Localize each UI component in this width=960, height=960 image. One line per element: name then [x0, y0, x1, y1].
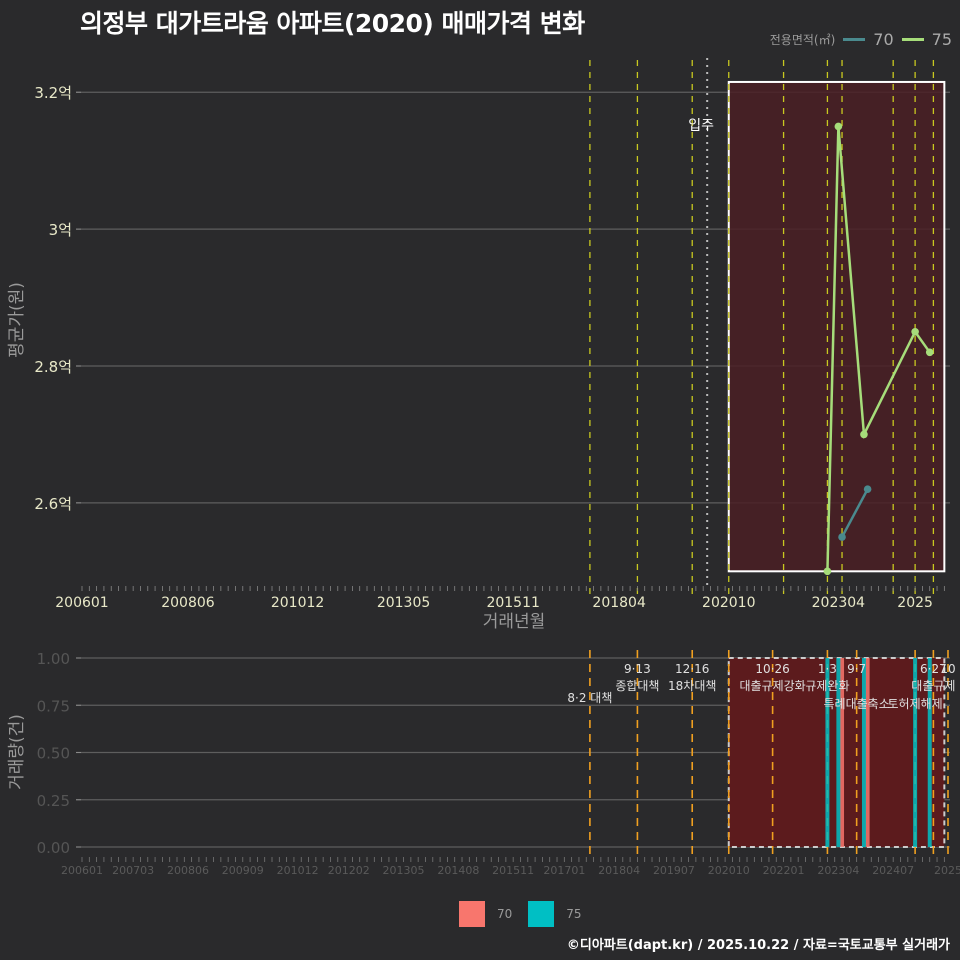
volume-bar-75 [862, 658, 866, 847]
y-tick-label: 2.6억 [34, 495, 72, 513]
x-tick-label: 202010 [702, 595, 755, 611]
policy-date-label: 12·16 [675, 662, 709, 676]
y-tick-label: 3.2억 [34, 84, 72, 102]
x-tick-label: 202407 [872, 864, 914, 877]
x-tick-label: 201804 [592, 595, 646, 611]
x-tick-label: 202304 [812, 595, 866, 611]
y-tick-label: 0.75 [37, 697, 70, 715]
y-tick-label: 1.00 [37, 650, 70, 668]
x-tick-label: 201701 [543, 864, 585, 877]
x-tick-label: 201804 [598, 864, 640, 877]
x-tick-label: 201511 [486, 595, 539, 611]
data-point [864, 485, 872, 493]
data-point [835, 123, 843, 131]
legend-box-70 [459, 901, 485, 927]
policy-date-label: 9·13 [624, 662, 651, 676]
y-tick-label: 0.00 [37, 839, 70, 857]
policy-name-label: 특례대출축소 [824, 697, 890, 711]
legend-box-75 [528, 901, 554, 927]
y-axis-label: 평균가(원) [7, 282, 27, 358]
y-tick-label: 3억 [49, 221, 72, 239]
move-in-annotation: 입주 [688, 118, 714, 134]
x-tick-label: 200806 [167, 864, 209, 877]
x-tick-label: 201408 [437, 864, 479, 877]
x-tick-label: 200703 [112, 864, 154, 877]
policy-date-label: 10 [940, 662, 955, 676]
y-tick-label: 0.50 [37, 745, 70, 763]
data-point [926, 348, 934, 356]
policy-date-label: 9·7 [847, 662, 866, 676]
x-tick-label: 201511 [492, 864, 534, 877]
data-point [838, 533, 846, 541]
policy-name-label: 규제완화 [805, 679, 849, 693]
x-tick-label: 2025 [897, 595, 933, 611]
data-point [824, 568, 832, 576]
x-tick-label: 202201 [763, 864, 805, 877]
data-point [860, 431, 868, 439]
policy-name-label: 8·2 대책 [567, 690, 612, 705]
policy-name-label: 대출규제강화 [739, 679, 805, 693]
chart-canvas: 2.6억 2.8억 3억 3.2억입주 200601 200806 201012 201305… [0, 0, 960, 960]
x-tick-label: 201012 [277, 864, 319, 877]
legend-bottom-label-70: 70 [497, 907, 512, 921]
policy-name-label: 종합대책 [615, 678, 659, 693]
legend-bottom: 70 75 [459, 901, 582, 927]
y-axis-label-volume: 거래량(건) [7, 714, 27, 790]
x-tick-label: 201305 [383, 864, 425, 877]
policy-date-label: 1·3 [818, 662, 837, 676]
x-tick-label: 200601 [55, 595, 108, 611]
data-point [911, 328, 919, 336]
policy-name-label: 대출규제 [911, 679, 955, 693]
x-tick-label: 2025 [934, 864, 960, 877]
policy-date-label: 10·26 [755, 662, 789, 676]
x-axis-label: 거래년월 [483, 612, 546, 632]
x-tick-label: 200806 [161, 595, 215, 611]
footer-credit: ©디아파트(dapt.kr) / 2025.10.22 / 자료=국토교통부 실… [567, 934, 950, 953]
x-tick-label: 200909 [222, 864, 264, 877]
y-tick-label: 2.8억 [34, 358, 72, 376]
x-tick-label: 201202 [328, 864, 370, 877]
x-tick-label: 201305 [377, 595, 430, 611]
x-tick-label: 202304 [817, 864, 859, 877]
policy-name-label: 18차대책 [668, 678, 716, 693]
x-tick-label: 200601 [61, 864, 103, 877]
y-tick-label: 0.25 [37, 792, 70, 810]
volume-bar-70 [866, 658, 870, 847]
x-tick-label: 201012 [271, 595, 324, 611]
x-tick-label: 201907 [653, 864, 695, 877]
policy-name-label: 토허제해제 [888, 697, 943, 711]
x-tick-label: 202010 [708, 864, 750, 877]
legend-bottom-label-75: 75 [566, 907, 581, 921]
